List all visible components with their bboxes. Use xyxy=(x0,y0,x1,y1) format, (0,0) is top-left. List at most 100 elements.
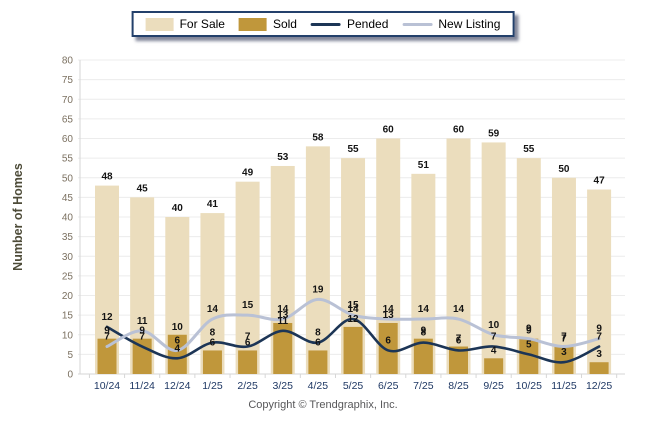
y-tick-label: 30 xyxy=(62,252,74,263)
bar-sold xyxy=(308,350,328,374)
data-label: 45 xyxy=(137,183,149,194)
data-label: 7 xyxy=(491,332,497,343)
data-label: 12 xyxy=(101,312,113,323)
x-tick-label: 8/25 xyxy=(448,380,469,392)
copyright-text: Copyright © Trendgraphix, Inc. xyxy=(248,399,398,411)
data-label: 6 xyxy=(245,337,251,348)
pended-line-swatch-icon xyxy=(310,22,341,26)
data-label: 19 xyxy=(312,284,324,295)
y-tick-label: 15 xyxy=(62,311,74,322)
data-label: 55 xyxy=(347,144,359,155)
data-label: 51 xyxy=(418,160,430,171)
legend-item-new-listing: New Listing xyxy=(402,17,500,31)
bar-for-sale xyxy=(200,213,225,374)
data-label: 14 xyxy=(453,304,465,315)
data-label: 10 xyxy=(488,320,500,331)
for-sale-swatch-icon xyxy=(145,17,174,31)
legend-label-sold: Sold xyxy=(272,17,297,31)
data-label: 9 xyxy=(139,326,145,337)
data-label: 6 xyxy=(385,335,391,346)
legend-label-pended: Pended xyxy=(346,17,389,31)
bar-sold xyxy=(167,334,187,374)
y-tick-label: 40 xyxy=(62,213,74,224)
legend-item-pended: Pended xyxy=(310,17,389,31)
line-pended xyxy=(105,317,601,364)
data-label: 14 xyxy=(418,304,430,315)
data-label: 4 xyxy=(491,345,497,356)
bar-sold xyxy=(589,362,609,374)
x-tick-label: 7/25 xyxy=(413,380,434,392)
bar-sold xyxy=(238,350,258,374)
bar-for-sale xyxy=(587,189,612,374)
x-tick-label: 11/25 xyxy=(551,380,577,392)
bar-sold xyxy=(519,338,539,374)
y-tick-label: 45 xyxy=(62,193,74,204)
data-label: 13 xyxy=(383,310,395,321)
y-axis-title: Number of Homes xyxy=(11,163,25,271)
data-label: 8 xyxy=(315,328,321,339)
x-tick-label: 3/25 xyxy=(273,380,294,392)
data-label: 11 xyxy=(277,316,288,327)
data-label: 6 xyxy=(315,337,321,348)
y-tick-label: 20 xyxy=(62,291,74,302)
data-label: 12 xyxy=(347,314,359,325)
bar-for-sale xyxy=(551,177,576,374)
bar-sold xyxy=(449,346,468,374)
x-tick-label: 12/25 xyxy=(586,380,612,392)
bar-sold xyxy=(484,358,504,374)
bar-sold xyxy=(343,326,363,374)
bar-sold xyxy=(413,338,433,374)
y-tick-label: 10 xyxy=(62,330,74,341)
bar-for-sale xyxy=(235,181,260,374)
data-label: 7 xyxy=(456,334,462,345)
data-label: 14 xyxy=(207,304,219,315)
x-tick-label: 1/25 xyxy=(202,380,223,392)
x-tick-label: 5/25 xyxy=(343,380,364,392)
data-label: 3 xyxy=(561,347,567,358)
data-label: 60 xyxy=(453,125,465,136)
data-label: 58 xyxy=(312,132,324,143)
data-label: 9 xyxy=(596,324,602,335)
data-label: 6 xyxy=(456,335,462,346)
data-label: 55 xyxy=(523,144,535,155)
data-label: 11 xyxy=(137,316,148,327)
x-tick-label: 9/25 xyxy=(483,380,504,392)
data-label: 41 xyxy=(207,199,219,210)
data-label: 6 xyxy=(175,335,181,346)
x-tick-label: 6/25 xyxy=(378,380,399,392)
data-label: 49 xyxy=(242,168,254,179)
bar-sold xyxy=(378,322,398,374)
data-label: 5 xyxy=(526,339,532,350)
y-tick-label: 70 xyxy=(62,95,74,106)
bar-sold xyxy=(97,338,117,374)
data-label: 9 xyxy=(526,324,532,335)
sold-swatch-icon xyxy=(238,17,267,31)
y-tick-label: 75 xyxy=(62,75,74,86)
data-label: 53 xyxy=(277,152,289,163)
data-label: 59 xyxy=(488,128,500,139)
y-tick-label: 25 xyxy=(62,271,74,282)
y-tick-label: 65 xyxy=(62,114,74,125)
data-label: 15 xyxy=(242,300,254,311)
legend: For Sale Sold Pended New Listing xyxy=(131,11,515,37)
data-label: 7 xyxy=(596,332,602,343)
y-tick-label: 60 xyxy=(62,134,74,145)
data-label: 8 xyxy=(210,328,216,339)
data-label: 13 xyxy=(277,310,289,321)
data-label: 7 xyxy=(561,332,567,343)
data-label: 47 xyxy=(594,176,606,187)
data-label: 40 xyxy=(172,203,184,214)
bar-for-sale xyxy=(446,138,471,374)
y-tick-label: 5 xyxy=(67,350,73,361)
y-tick-label: 35 xyxy=(62,232,74,243)
data-label: 7 xyxy=(245,332,251,343)
data-label: 8 xyxy=(421,328,427,339)
line-new-listing xyxy=(105,297,601,352)
x-tick-label: 12/24 xyxy=(164,380,190,392)
y-tick-label: 55 xyxy=(62,154,74,165)
bar-sold xyxy=(554,346,574,374)
data-label: 6 xyxy=(210,337,216,348)
data-label: 10 xyxy=(172,322,184,333)
data-label: 7 xyxy=(139,332,145,343)
